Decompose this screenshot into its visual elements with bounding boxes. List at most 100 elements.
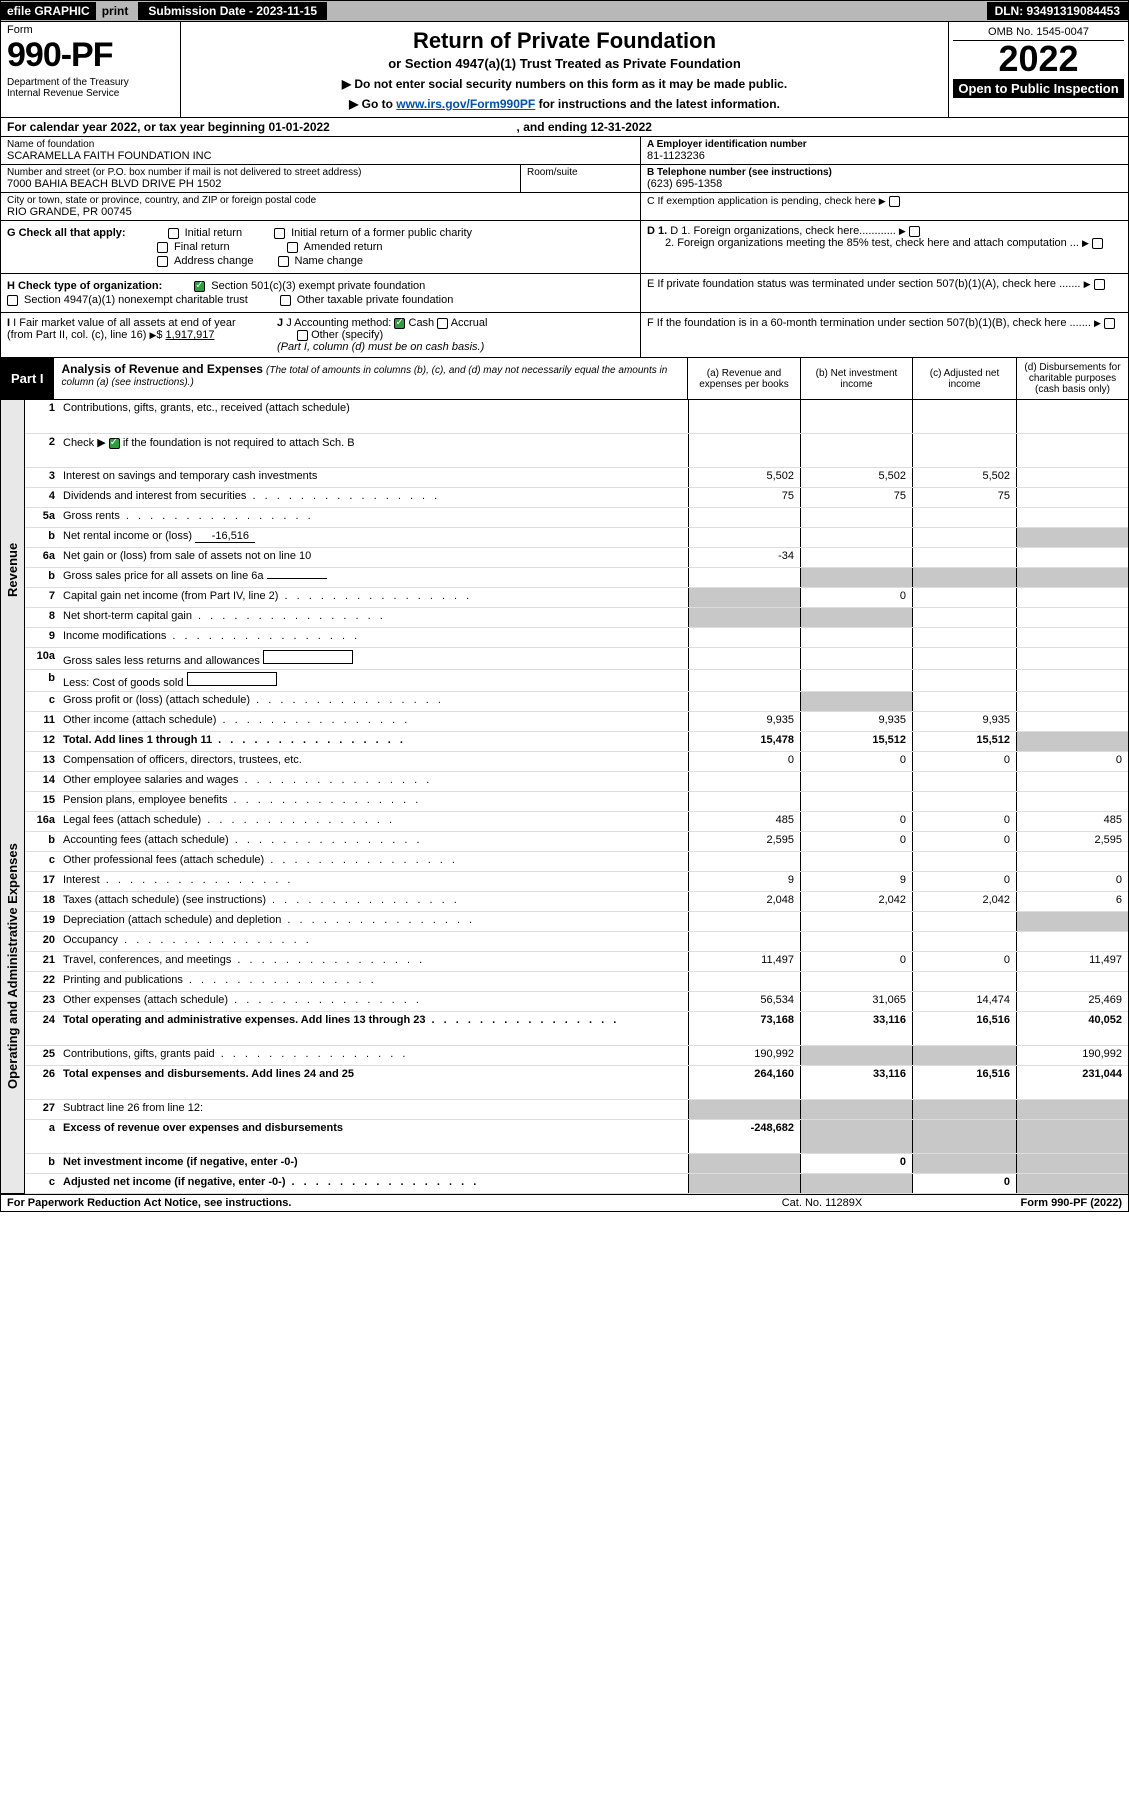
cell-c: 16,516 xyxy=(912,1012,1016,1045)
open-to-public: Open to Public Inspection xyxy=(953,79,1124,98)
cell-b: 0 xyxy=(800,588,912,607)
j-cash-checkbox[interactable] xyxy=(394,318,405,329)
cell-a: 190,992 xyxy=(688,1046,800,1065)
cell-b: 5,502 xyxy=(800,468,912,487)
j-accrual-checkbox[interactable] xyxy=(437,318,448,329)
cell-a: 264,160 xyxy=(688,1066,800,1099)
cell-a xyxy=(688,608,800,627)
table-row: 13Compensation of officers, directors, t… xyxy=(25,752,1128,772)
ein-value: 81-1123236 xyxy=(647,150,1122,162)
h-other-label: Other taxable private foundation xyxy=(297,294,454,306)
cell-c: 2,042 xyxy=(912,892,1016,911)
table-row: 27Subtract line 26 from line 12: xyxy=(25,1100,1128,1120)
line-number: 8 xyxy=(25,608,59,627)
line-description: Depreciation (attach schedule) and deple… xyxy=(59,912,688,931)
line-number: 5a xyxy=(25,508,59,527)
line-description: Less: Cost of goods sold xyxy=(59,670,688,691)
table-row: 26Total expenses and disbursements. Add … xyxy=(25,1066,1128,1100)
cell-d: 0 xyxy=(1016,752,1128,771)
line-number: c xyxy=(25,852,59,871)
amended-return-checkbox[interactable] xyxy=(287,242,298,253)
ij-section: I I Fair market value of all assets at e… xyxy=(0,313,1129,358)
cell-c: 75 xyxy=(912,488,1016,507)
cell-d xyxy=(1016,548,1128,567)
g-label: G Check all that apply: xyxy=(7,227,126,239)
cell-d xyxy=(1016,488,1128,507)
e-checkbox[interactable] xyxy=(1094,279,1105,290)
line-number: 19 xyxy=(25,912,59,931)
cell-a: 9 xyxy=(688,872,800,891)
line-description: Contributions, gifts, grants, etc., rece… xyxy=(59,400,688,433)
cell-d xyxy=(1016,608,1128,627)
cell-d: 485 xyxy=(1016,812,1128,831)
table-row: 17Interest9900 xyxy=(25,872,1128,892)
name-change-checkbox[interactable] xyxy=(278,256,289,267)
line-description: Check ▶ if the foundation is not require… xyxy=(59,434,688,467)
col-a-header: (a) Revenue and expenses per books xyxy=(688,358,800,399)
cell-b: 0 xyxy=(800,1154,912,1173)
initial-former-checkbox[interactable] xyxy=(274,228,285,239)
footer-row: For Paperwork Reduction Act Notice, see … xyxy=(0,1195,1129,1212)
f-checkbox[interactable] xyxy=(1104,318,1115,329)
cell-a: 5,502 xyxy=(688,468,800,487)
line-number: 27 xyxy=(25,1100,59,1119)
cell-b xyxy=(800,670,912,691)
h-label: H Check type of organization: xyxy=(7,280,162,292)
line-number: b xyxy=(25,670,59,691)
cell-d: 6 xyxy=(1016,892,1128,911)
h-other-checkbox[interactable] xyxy=(280,295,291,306)
name-change-label: Name change xyxy=(295,255,364,267)
cell-a xyxy=(688,972,800,991)
line-description: Net rental income or (loss) -16,516 xyxy=(59,528,688,547)
j-other-checkbox[interactable] xyxy=(297,330,308,341)
line-description: Excess of revenue over expenses and disb… xyxy=(59,1120,688,1153)
h-501c3-checkbox[interactable] xyxy=(194,281,205,292)
print-button[interactable]: print xyxy=(96,2,135,20)
e-label: E If private foundation status was termi… xyxy=(647,278,1081,290)
cell-a: -34 xyxy=(688,548,800,567)
line-description: Capital gain net income (from Part IV, l… xyxy=(59,588,688,607)
cell-d xyxy=(1016,1100,1128,1119)
cell-b: 15,512 xyxy=(800,732,912,751)
c-checkbox[interactable] xyxy=(889,196,900,207)
f-label: F If the foundation is in a 60-month ter… xyxy=(647,317,1091,329)
line-description: Gross rents xyxy=(59,508,688,527)
address-change-checkbox[interactable] xyxy=(157,256,168,267)
cell-a: 0 xyxy=(688,752,800,771)
cell-a xyxy=(688,852,800,871)
note-link-line: ▶ Go to www.irs.gov/Form990PF for instru… xyxy=(189,97,940,111)
d2-label: 2. Foreign organizations meeting the 85%… xyxy=(647,237,1122,249)
phone-label: B Telephone number (see instructions) xyxy=(647,167,1122,178)
cell-d: 25,469 xyxy=(1016,992,1128,1011)
cell-d xyxy=(1016,1174,1128,1193)
d2-checkbox[interactable] xyxy=(1092,238,1103,249)
cell-b: 9 xyxy=(800,872,912,891)
cell-a xyxy=(688,648,800,669)
final-return-checkbox[interactable] xyxy=(157,242,168,253)
schb-checkbox[interactable] xyxy=(109,438,120,449)
cell-b xyxy=(800,932,912,951)
table-row: cAdjusted net income (if negative, enter… xyxy=(25,1174,1128,1194)
submission-date: Submission Date - 2023-11-15 xyxy=(138,2,327,20)
d1-checkbox[interactable] xyxy=(909,226,920,237)
cell-a: -248,682 xyxy=(688,1120,800,1153)
cell-d xyxy=(1016,1120,1128,1153)
initial-return-checkbox[interactable] xyxy=(168,228,179,239)
form-header: Form 990-PF Department of the Treasury I… xyxy=(0,22,1129,118)
foundation-name-label: Name of foundation xyxy=(7,139,634,150)
cell-c: 0 xyxy=(912,872,1016,891)
g-check-section: G Check all that apply: Initial return I… xyxy=(0,221,1129,274)
cell-b xyxy=(800,1174,912,1193)
cell-a: 75 xyxy=(688,488,800,507)
cell-a xyxy=(688,912,800,931)
form-number: 990-PF xyxy=(7,36,174,75)
cell-d: 231,044 xyxy=(1016,1066,1128,1099)
table-row: 20Occupancy xyxy=(25,932,1128,952)
cell-a xyxy=(688,508,800,527)
h-4947-checkbox[interactable] xyxy=(7,295,18,306)
line-description: Other income (attach schedule) xyxy=(59,712,688,731)
table-row: 22Printing and publications xyxy=(25,972,1128,992)
irs-link[interactable]: www.irs.gov/Form990PF xyxy=(396,97,535,111)
cell-c: 5,502 xyxy=(912,468,1016,487)
line-number: a xyxy=(25,1120,59,1153)
